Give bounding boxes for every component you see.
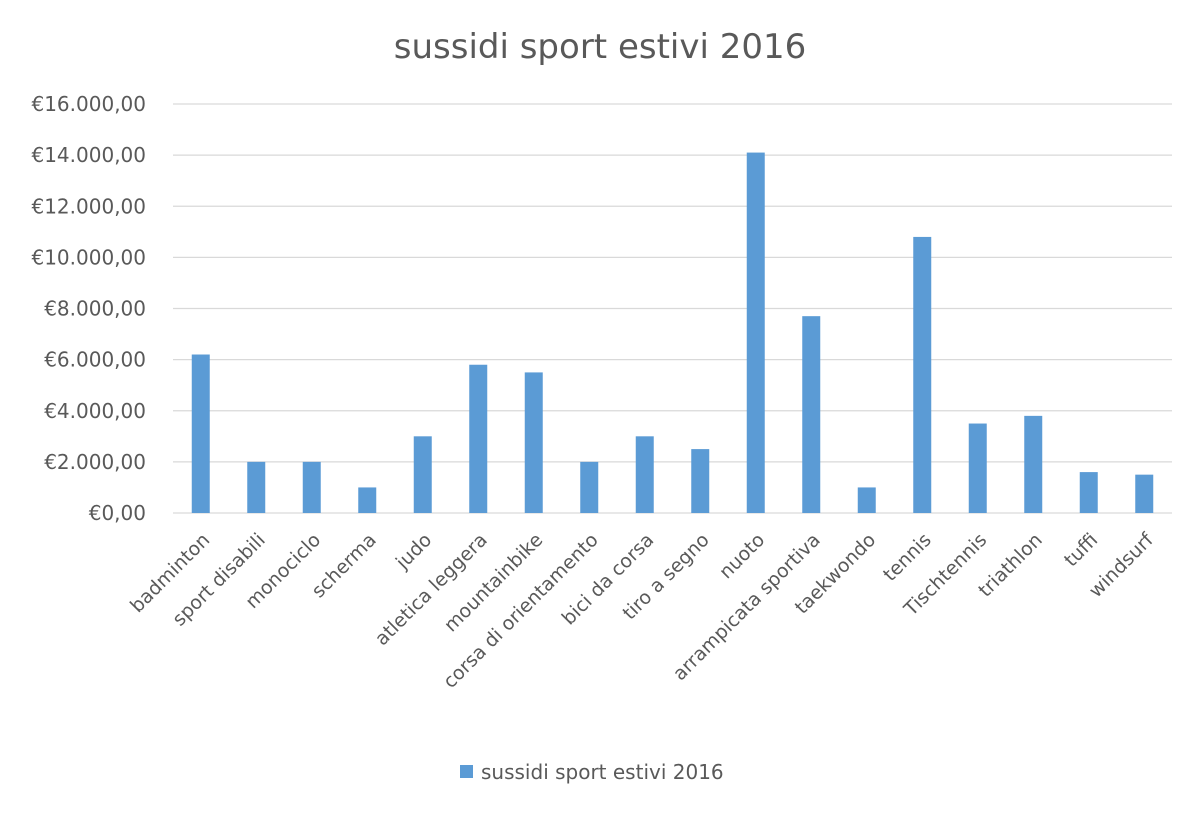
- x-tick-label: mountainbike: [440, 529, 547, 636]
- bar: [968, 423, 987, 513]
- bar: [857, 487, 876, 513]
- bar: [580, 461, 599, 513]
- bar: [191, 354, 210, 513]
- bar: [358, 487, 377, 513]
- y-tick-label: €2.000,00: [44, 450, 146, 474]
- bars: [191, 152, 1154, 514]
- y-tick-label: €12.000,00: [31, 194, 146, 218]
- y-tick-label: €0,00: [89, 501, 146, 525]
- x-tick-label: tuffi: [1060, 529, 1102, 571]
- bar: [413, 436, 432, 513]
- y-tick-label: €16.000,00: [31, 92, 146, 116]
- bar: [913, 236, 932, 514]
- gridlines: [173, 103, 1172, 514]
- y-axis-tick-labels: €0,00 €2.000,00 €4.000,00 €6.000,00 €8.000,0…: [31, 92, 146, 525]
- y-tick-label: €6.000,00: [44, 348, 146, 372]
- x-tick-label: judo: [391, 529, 436, 574]
- bar: [302, 461, 321, 513]
- bar: [802, 316, 821, 513]
- bar: [635, 436, 654, 513]
- y-tick-label: €10.000,00: [31, 245, 146, 269]
- bar: [746, 152, 765, 513]
- legend: sussidi sport estivi 2016: [460, 760, 724, 784]
- legend-swatch: [460, 765, 473, 778]
- x-tick-label: nuoto: [715, 529, 769, 583]
- bar: [1079, 472, 1098, 513]
- y-tick-label: €8.000,00: [44, 297, 146, 321]
- bar: [469, 364, 488, 513]
- bar: [247, 461, 266, 513]
- y-tick-label: €14.000,00: [31, 143, 146, 167]
- bar: [1024, 415, 1043, 513]
- chart-title: sussidi sport estivi 2016: [394, 27, 807, 67]
- bar: [691, 449, 710, 513]
- bar: [1135, 474, 1154, 513]
- y-tick-label: €4.000,00: [44, 399, 146, 423]
- legend-label: sussidi sport estivi 2016: [481, 760, 724, 784]
- bar: [524, 372, 543, 513]
